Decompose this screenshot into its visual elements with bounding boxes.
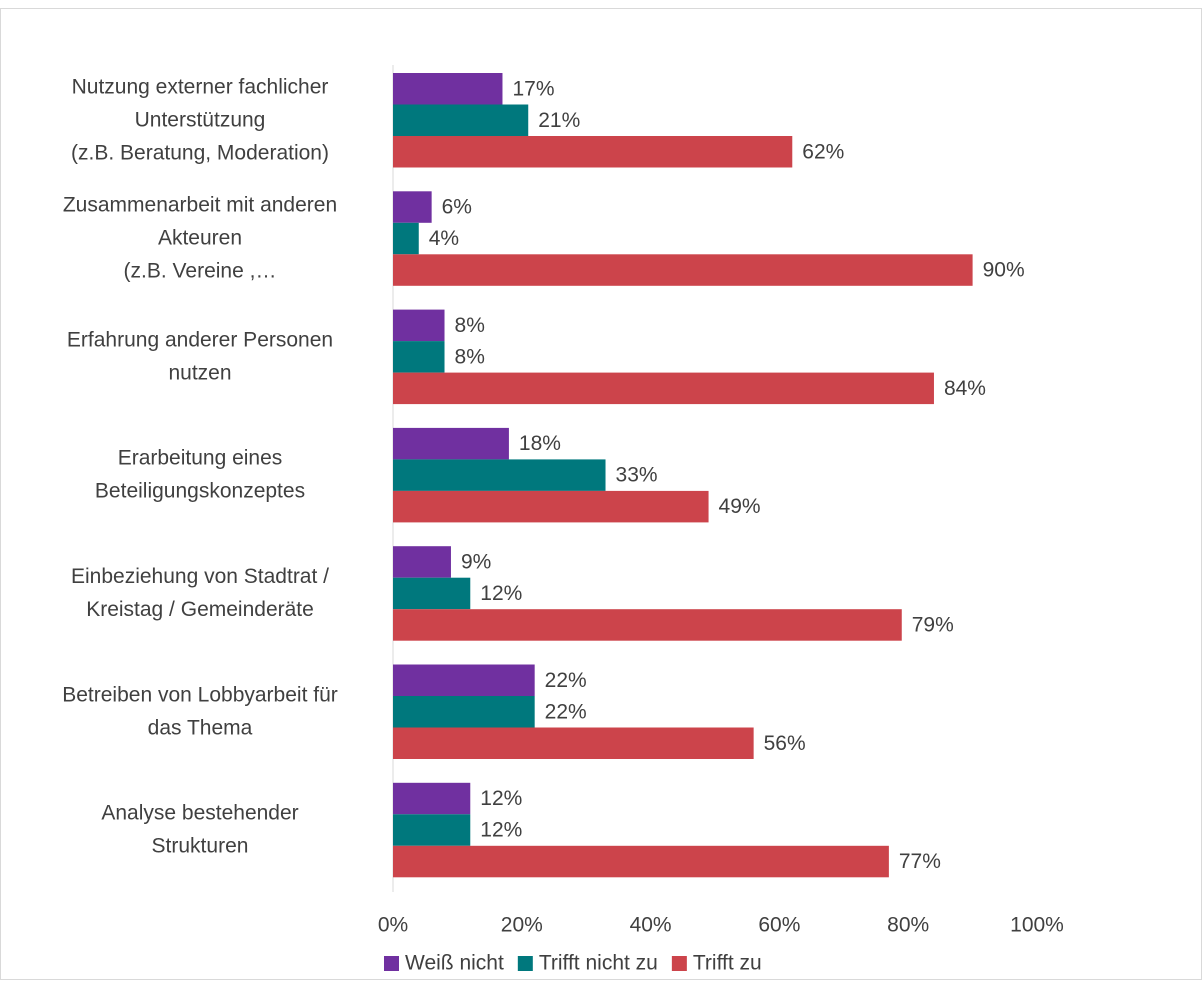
bar xyxy=(393,782,471,815)
bar xyxy=(393,191,432,223)
value-label: 12% xyxy=(480,787,522,810)
value-label: 79% xyxy=(912,613,954,636)
value-label: 9% xyxy=(461,550,491,573)
x-tick-label: 0% xyxy=(378,914,408,937)
value-label: 17% xyxy=(512,77,554,100)
bar xyxy=(393,609,902,641)
legend-label: Weiß nicht xyxy=(405,952,504,975)
value-label: 6% xyxy=(442,196,472,219)
bar xyxy=(393,845,889,878)
value-label: 4% xyxy=(429,227,459,250)
x-tick-label: 20% xyxy=(501,914,543,937)
category-label: Einbeziehung von Stadtrat / Kreistag / Ge… xyxy=(71,564,329,620)
bar xyxy=(393,696,535,728)
bar xyxy=(393,459,606,491)
bar xyxy=(393,372,934,405)
bar xyxy=(393,427,509,460)
legend-label: Trifft zu xyxy=(693,952,762,975)
bar xyxy=(393,490,709,523)
x-tick-label: 60% xyxy=(758,914,800,937)
x-tick-label: 40% xyxy=(630,914,672,937)
legend-label: Trifft nicht zu xyxy=(539,952,658,975)
value-label: 33% xyxy=(616,464,658,487)
value-label: 12% xyxy=(480,819,522,842)
value-label: 84% xyxy=(944,377,986,400)
bar xyxy=(393,309,445,342)
value-label: 8% xyxy=(455,314,485,337)
bar xyxy=(393,727,754,759)
bar xyxy=(393,577,471,610)
category-label: Betreiben von Lobbyarbeit für das Thema xyxy=(62,683,338,739)
value-label: 77% xyxy=(899,850,941,873)
legend-swatch xyxy=(517,956,533,971)
value-label: 8% xyxy=(455,345,485,368)
value-label: 21% xyxy=(538,109,580,132)
value-label: 22% xyxy=(545,669,587,692)
value-label: 90% xyxy=(983,259,1025,282)
value-label: 12% xyxy=(480,582,522,605)
bar xyxy=(393,136,793,168)
category-label: Erfahrung anderer Personen nutzen xyxy=(67,328,333,384)
category-label: Erarbeitung eines Beteiligungskonzeptes xyxy=(95,446,305,502)
x-tick-label: 80% xyxy=(887,914,929,937)
bar xyxy=(393,664,535,696)
bar xyxy=(393,222,419,255)
category-label: Analyse bestehender Strukturen xyxy=(101,801,298,857)
value-label: 22% xyxy=(545,700,587,723)
category-label: Nutzung externer fachlicher Unterstützung… xyxy=(71,75,329,164)
bar xyxy=(393,341,445,373)
legend-swatch xyxy=(671,956,687,971)
value-label: 49% xyxy=(719,495,761,518)
bar xyxy=(393,254,973,286)
category-label: Zusammenarbeit mit anderen Akteuren (z.B. … xyxy=(63,193,337,282)
value-label: 18% xyxy=(519,432,561,455)
value-label: 62% xyxy=(802,140,844,163)
value-label: 56% xyxy=(764,732,806,755)
x-tick-label: 100% xyxy=(1010,914,1064,937)
bar xyxy=(393,546,451,578)
legend-swatch xyxy=(384,956,399,971)
bar xyxy=(393,73,503,105)
bar xyxy=(393,104,529,136)
bar xyxy=(393,814,471,846)
